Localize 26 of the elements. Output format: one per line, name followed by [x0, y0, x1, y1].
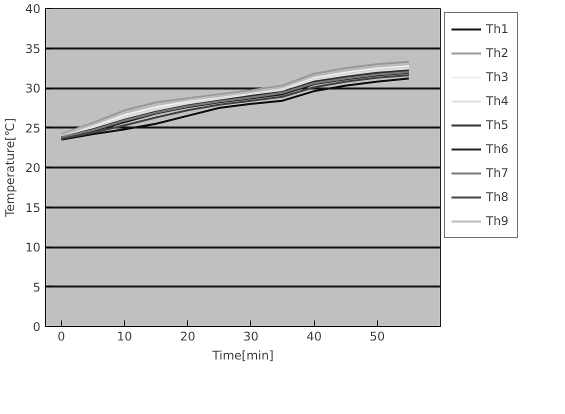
x-tick-label: 0: [57, 330, 66, 344]
legend-label: Th5: [486, 118, 510, 132]
x-tick-label: 50: [370, 330, 385, 344]
legend-label: Th2: [486, 46, 510, 60]
y-tick-label: 5: [32, 280, 41, 294]
y-tick-label: 35: [25, 42, 41, 56]
legend-label: Th9: [486, 214, 510, 228]
y-tick-label: 25: [25, 121, 41, 136]
x-tick-label: 20: [180, 330, 196, 344]
x-tick-label: 30: [243, 330, 259, 344]
y-tick-label: 40: [25, 2, 41, 16]
y-tick-label: 30: [25, 82, 41, 96]
legend-label: Th4: [486, 94, 510, 108]
y-tick-label: 20: [25, 161, 41, 175]
y-tick-label: 15: [25, 200, 41, 215]
x-axis-title: Time[min]: [211, 348, 274, 362]
legend-label: Th1: [486, 22, 510, 36]
y-tick-label: 0: [32, 320, 41, 334]
y-axis-title: Temperature[℃]: [3, 118, 18, 218]
y-tick-label: 10: [25, 240, 41, 254]
legend-label: Th6: [486, 142, 510, 156]
legend-label: Th7: [486, 166, 510, 180]
legend-label: Th3: [486, 70, 510, 84]
x-tick-label: 40: [306, 330, 322, 344]
x-tick-label: 10: [116, 330, 132, 344]
legend-label: Th8: [486, 190, 510, 204]
